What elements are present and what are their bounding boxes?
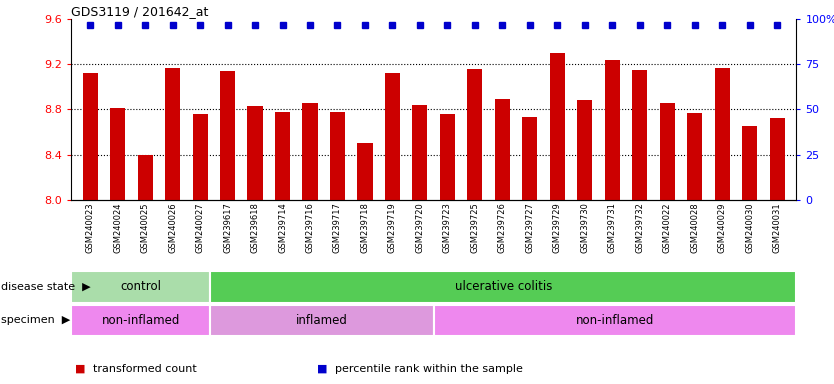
Bar bbox=[210, 271, 796, 303]
Bar bbox=[522, 118, 537, 200]
Bar bbox=[210, 305, 434, 336]
Bar bbox=[110, 108, 125, 200]
Bar bbox=[550, 53, 565, 200]
Bar bbox=[632, 70, 647, 200]
Text: non-inflamed: non-inflamed bbox=[576, 314, 654, 327]
Text: specimen  ▶: specimen ▶ bbox=[1, 315, 70, 325]
Bar bbox=[83, 73, 98, 200]
Bar bbox=[71, 271, 210, 303]
Bar bbox=[275, 112, 290, 200]
Text: ■: ■ bbox=[75, 364, 86, 374]
Bar bbox=[330, 112, 345, 200]
Bar bbox=[165, 68, 180, 200]
Bar bbox=[412, 105, 428, 200]
Bar bbox=[71, 305, 210, 336]
Bar bbox=[440, 114, 455, 200]
Bar bbox=[385, 73, 400, 200]
Bar bbox=[715, 68, 730, 200]
Bar bbox=[577, 100, 592, 200]
Bar bbox=[220, 71, 235, 200]
Bar bbox=[193, 114, 208, 200]
Bar bbox=[770, 118, 785, 200]
Bar bbox=[660, 103, 675, 200]
Bar bbox=[687, 113, 702, 200]
Text: disease state  ▶: disease state ▶ bbox=[1, 282, 90, 292]
Bar bbox=[358, 143, 373, 200]
Text: ulcerative colitis: ulcerative colitis bbox=[455, 280, 552, 293]
Text: ■: ■ bbox=[317, 364, 328, 374]
Bar bbox=[605, 60, 620, 200]
Bar bbox=[434, 305, 796, 336]
Bar bbox=[248, 106, 263, 200]
Bar bbox=[138, 154, 153, 200]
Text: control: control bbox=[120, 280, 161, 293]
Bar bbox=[742, 126, 757, 200]
Text: transformed count: transformed count bbox=[93, 364, 197, 374]
Text: percentile rank within the sample: percentile rank within the sample bbox=[335, 364, 523, 374]
Bar bbox=[303, 103, 318, 200]
Text: inflamed: inflamed bbox=[296, 314, 348, 327]
Bar bbox=[467, 69, 482, 200]
Text: GDS3119 / 201642_at: GDS3119 / 201642_at bbox=[71, 5, 208, 18]
Text: non-inflamed: non-inflamed bbox=[102, 314, 180, 327]
Bar bbox=[495, 99, 510, 200]
